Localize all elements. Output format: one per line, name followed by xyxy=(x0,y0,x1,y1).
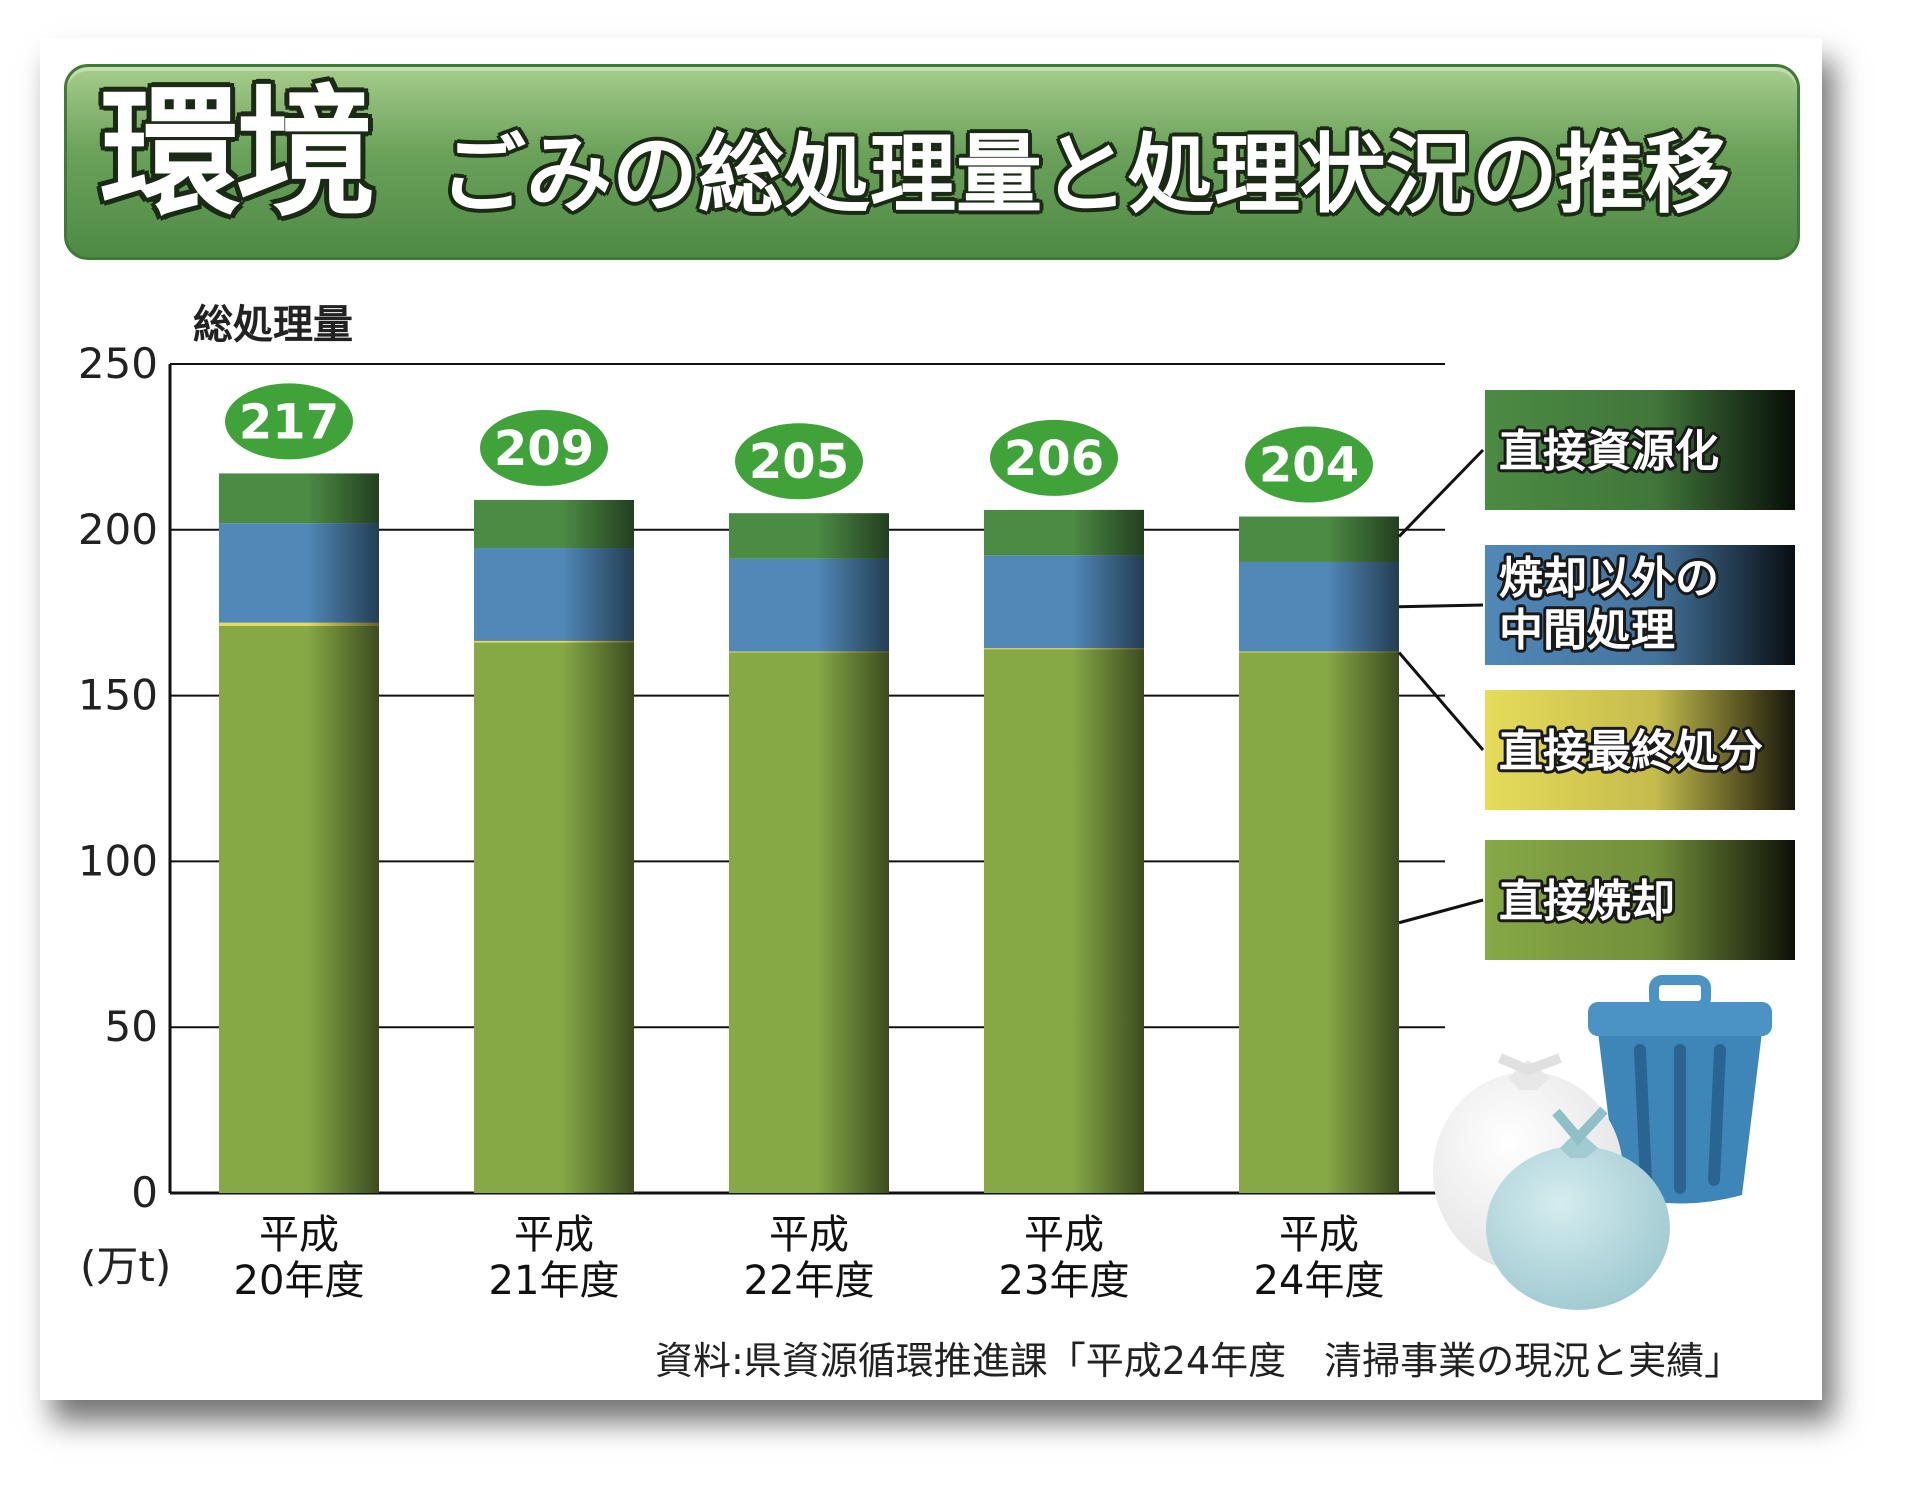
source-note: 資料:県資源循環推進課「平成24年度 清掃事業の現況と実績」 xyxy=(655,1339,1743,1383)
bar-shading xyxy=(984,509,1144,1193)
trash-can-icon xyxy=(1588,975,1772,1204)
title-banner xyxy=(64,64,1800,260)
y-tick-labels: 0 50 100 150 200 250 xyxy=(78,339,158,1217)
y-tick-label: 250 xyxy=(78,339,158,388)
y-tick-label: 150 xyxy=(78,671,158,720)
total-pill xyxy=(986,415,1122,500)
x-tick-label: 平成 xyxy=(1024,1212,1104,1258)
legend-connector xyxy=(1398,898,1484,925)
total-pill xyxy=(221,379,357,464)
x-tick-label: 21年度 xyxy=(489,1258,620,1304)
bar-stack xyxy=(1239,516,1399,1193)
legend-item: 直接焼却 xyxy=(1485,840,1795,960)
legend-connector xyxy=(1397,448,1485,538)
total-pill xyxy=(731,419,867,504)
y-tick-label: 100 xyxy=(78,836,158,885)
legend-label: 焼却以外の xyxy=(1499,553,1719,604)
legend-swatch-shade xyxy=(1485,690,1795,810)
x-tick-label: 平成 xyxy=(259,1212,339,1258)
title-main: 環境 xyxy=(100,73,376,236)
bar-stack xyxy=(729,513,889,1193)
x-tick-label: 平成 xyxy=(1279,1212,1359,1258)
bar-stack xyxy=(984,509,1144,1193)
legend-swatch-shade xyxy=(1485,545,1795,665)
total-labels: 217 209 205 206 204 xyxy=(221,379,1377,507)
bar-shading xyxy=(729,513,889,1193)
bar-stack xyxy=(219,473,379,1194)
x-tick-label: 22年度 xyxy=(744,1258,875,1304)
bar-stack xyxy=(474,499,634,1193)
bar-shading xyxy=(474,499,634,1193)
x-tick-label: 23年度 xyxy=(999,1258,1130,1304)
total-label: 204 xyxy=(1259,438,1359,494)
garbage-illustration xyxy=(1433,975,1772,1310)
y-tick-label: 50 xyxy=(105,1002,158,1051)
bars xyxy=(219,473,1399,1194)
legend-label: 直接資源化 xyxy=(1499,426,1719,477)
legend-item: 直接最終処分 xyxy=(1485,690,1795,810)
x-tick-label: 24年度 xyxy=(1254,1258,1385,1304)
legend-label: 直接最終処分 xyxy=(1499,726,1763,777)
y-tick-label: 0 xyxy=(131,1168,158,1217)
total-label: 209 xyxy=(494,421,594,477)
title-sub: ごみの総処理量と処理状況の推移 xyxy=(440,125,1730,225)
legend-swatch-shade xyxy=(1485,390,1795,510)
legend-label: 直接焼却 xyxy=(1499,876,1675,927)
x-tick-label: 平成 xyxy=(769,1212,849,1258)
total-label: 206 xyxy=(1004,431,1104,487)
total-pill xyxy=(1241,422,1377,507)
y-tick-label: 200 xyxy=(78,505,158,554)
blue-bag-icon xyxy=(1486,1106,1670,1310)
x-tick-label: 平成 xyxy=(514,1212,594,1258)
legend-swatch-shade xyxy=(1485,840,1795,960)
y-axis-title: 総処理量 xyxy=(193,302,353,348)
legend-connector xyxy=(1397,651,1485,751)
x-tick-label: 20年度 xyxy=(234,1258,365,1304)
total-pill xyxy=(476,405,612,490)
legend-connector xyxy=(1398,603,1484,609)
bar-shading xyxy=(219,473,379,1194)
total-label: 205 xyxy=(749,434,849,490)
y-unit-label: (万t) xyxy=(80,1242,171,1291)
total-label: 217 xyxy=(239,394,339,450)
legend-label: 中間処理 xyxy=(1499,605,1675,656)
bar-shading xyxy=(1239,516,1399,1193)
legend-item: 直接資源化 xyxy=(1485,390,1795,510)
